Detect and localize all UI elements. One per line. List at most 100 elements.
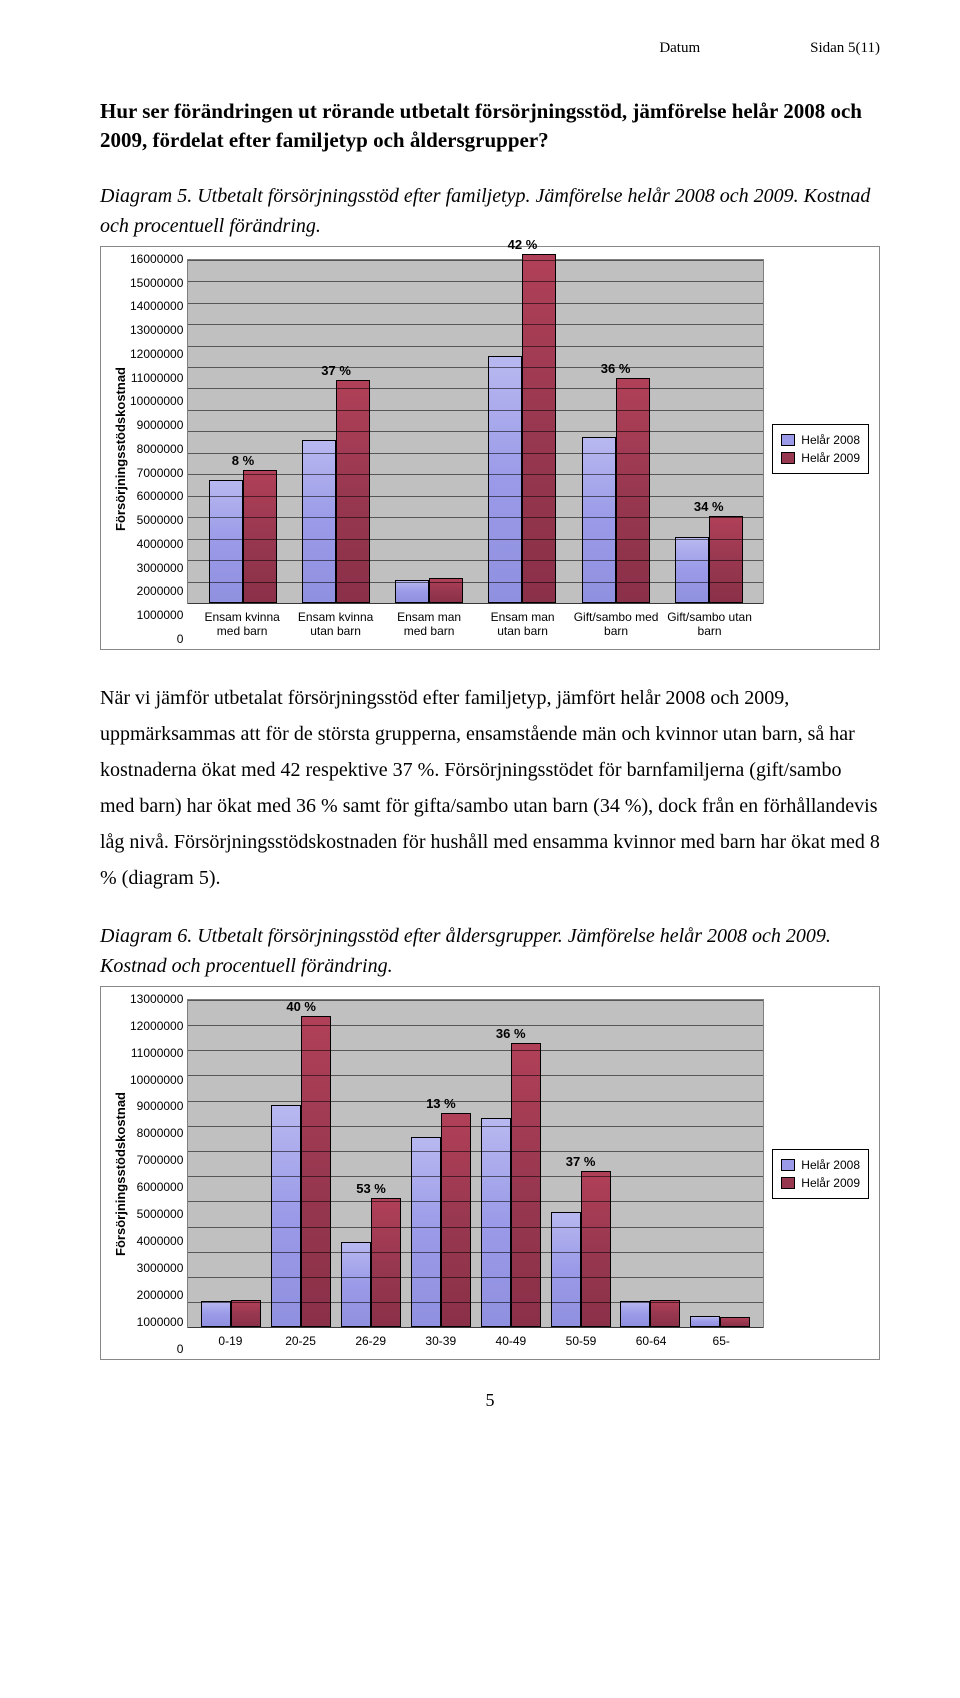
bar-2008: [675, 537, 709, 603]
gridline: [188, 388, 763, 389]
swatch-2009-icon: [781, 1177, 795, 1189]
bar-group: 42 %: [476, 254, 569, 603]
gridline: [188, 1151, 763, 1152]
bar-2009: [231, 1300, 261, 1328]
bar-2008: [690, 1316, 720, 1327]
chart1-ylabel: Försörjningsstödskostnad: [111, 367, 130, 531]
swatch-2008-icon: [781, 434, 795, 446]
pct-label: 34 %: [694, 499, 724, 514]
gridline: [188, 410, 763, 411]
pct-label: 40 %: [286, 999, 316, 1014]
xtick-label: 40-49: [476, 1334, 546, 1348]
bar-group: 37 %: [546, 1171, 616, 1328]
bar-group: [196, 1300, 266, 1328]
bar-2009: [581, 1171, 611, 1328]
gridline: [188, 1327, 763, 1328]
gridline: [188, 1126, 763, 1127]
legend-item-2009: Helår 2009: [781, 1174, 860, 1192]
page: Datum Sidan 5(11) Hur ser förändringen u…: [0, 0, 960, 1441]
gridline: [188, 281, 763, 282]
bar-2009: [511, 1043, 541, 1328]
gridline: [188, 1025, 763, 1026]
xtick-label: 60-64: [616, 1334, 686, 1348]
pct-label: 53 %: [356, 1181, 386, 1196]
gridline: [188, 346, 763, 347]
pct-label: 36 %: [496, 1026, 526, 1041]
bar-group: 13 %: [406, 1113, 476, 1328]
gridline: [188, 453, 763, 454]
bar-2009: [371, 1198, 401, 1328]
gridline: [188, 1201, 763, 1202]
bar-2008: [411, 1137, 441, 1327]
xtick-label: 50-59: [546, 1334, 616, 1348]
diagram5-chart: Försörjningsstödskostnad 160000001500000…: [100, 246, 880, 650]
bar-2008: [488, 356, 522, 603]
pct-label: 36 %: [601, 361, 631, 376]
chart2-yticks: 1300000012000000110000001000000090000008…: [130, 999, 187, 1349]
legend-label-2009: Helår 2009: [801, 1176, 860, 1190]
bar-2008: [201, 1301, 231, 1327]
bar-2008: [620, 1301, 650, 1327]
gridline: [188, 517, 763, 518]
xtick-label: 30-39: [406, 1334, 476, 1348]
header-sidan: Sidan 5(11): [810, 40, 880, 57]
page-number: 5: [100, 1390, 880, 1411]
bar-group: 53 %: [336, 1198, 406, 1328]
bar-2008: [302, 440, 336, 604]
bar-group: 40 %: [266, 1016, 336, 1328]
legend-item-2009: Helår 2009: [781, 449, 860, 467]
page-header: Datum Sidan 5(11): [100, 40, 880, 57]
chart1-legend: Helår 2008 Helår 2009: [772, 424, 869, 474]
gridline: [188, 1302, 763, 1303]
gridline: [188, 1075, 763, 1076]
gridline: [188, 1101, 763, 1102]
body-paragraph: När vi jämför utbetalat försörjningsstöd…: [100, 680, 880, 896]
pct-label: 42 %: [508, 237, 538, 252]
bar-2009: [336, 380, 370, 603]
legend-item-2008: Helår 2008: [781, 431, 860, 449]
bar-2009: [616, 378, 650, 603]
bar-group: 37 %: [290, 380, 383, 603]
bar-group: [616, 1300, 686, 1328]
bar-group: 8 %: [196, 470, 289, 603]
chart2-xaxis: 0-1920-2526-2930-3940-4950-5960-6465-: [187, 1328, 764, 1348]
bar-2008: [209, 480, 243, 603]
pct-label: 37 %: [566, 1154, 596, 1169]
bar-2009: [522, 254, 556, 603]
legend-label-2008: Helår 2008: [801, 433, 860, 447]
xtick-label: Gift/sambo med barn: [569, 610, 662, 639]
diagram6-caption: Diagram 6. Utbetalt försörjningsstöd eft…: [100, 921, 880, 981]
xtick-label: 20-25: [266, 1334, 336, 1348]
header-datum: Datum: [659, 40, 700, 57]
chart2-legend: Helår 2008 Helår 2009: [772, 1149, 869, 1199]
bar-2009: [301, 1016, 331, 1328]
gridline: [188, 1252, 763, 1253]
swatch-2008-icon: [781, 1159, 795, 1171]
xtick-label: Ensam man utan barn: [476, 610, 569, 639]
gridline: [188, 496, 763, 497]
chart1-plot: 8 %37 %42 %36 %34 %: [187, 259, 764, 604]
bar-group: [685, 1316, 755, 1327]
section-heading: Hur ser förändringen ut rörande utbetalt…: [100, 97, 880, 156]
xtick-label: 26-29: [336, 1334, 406, 1348]
xtick-label: 65-: [686, 1334, 756, 1348]
chart1-xaxis: Ensam kvinna med barnEnsam kvinna utan b…: [187, 604, 764, 639]
legend-item-2008: Helår 2008: [781, 1156, 860, 1174]
bar-2008: [341, 1242, 371, 1327]
pct-label: 8 %: [232, 453, 254, 468]
bar-2009: [720, 1317, 750, 1327]
gridline: [188, 324, 763, 325]
gridline: [188, 582, 763, 583]
chart2-plot: 40 %53 %13 %36 %37 %: [187, 999, 764, 1329]
chart1-yticks: 1600000015000000140000001300000012000000…: [130, 259, 187, 639]
bar-2008: [582, 437, 616, 603]
gridline: [188, 603, 763, 604]
bar-group: 36 %: [476, 1043, 546, 1328]
pct-label: 37 %: [321, 363, 351, 378]
gridline: [188, 474, 763, 475]
bar-2008: [551, 1212, 581, 1327]
bar-2009: [243, 470, 277, 603]
gridline: [188, 303, 763, 304]
bar-2008: [395, 580, 429, 603]
legend-label-2009: Helår 2009: [801, 451, 860, 465]
